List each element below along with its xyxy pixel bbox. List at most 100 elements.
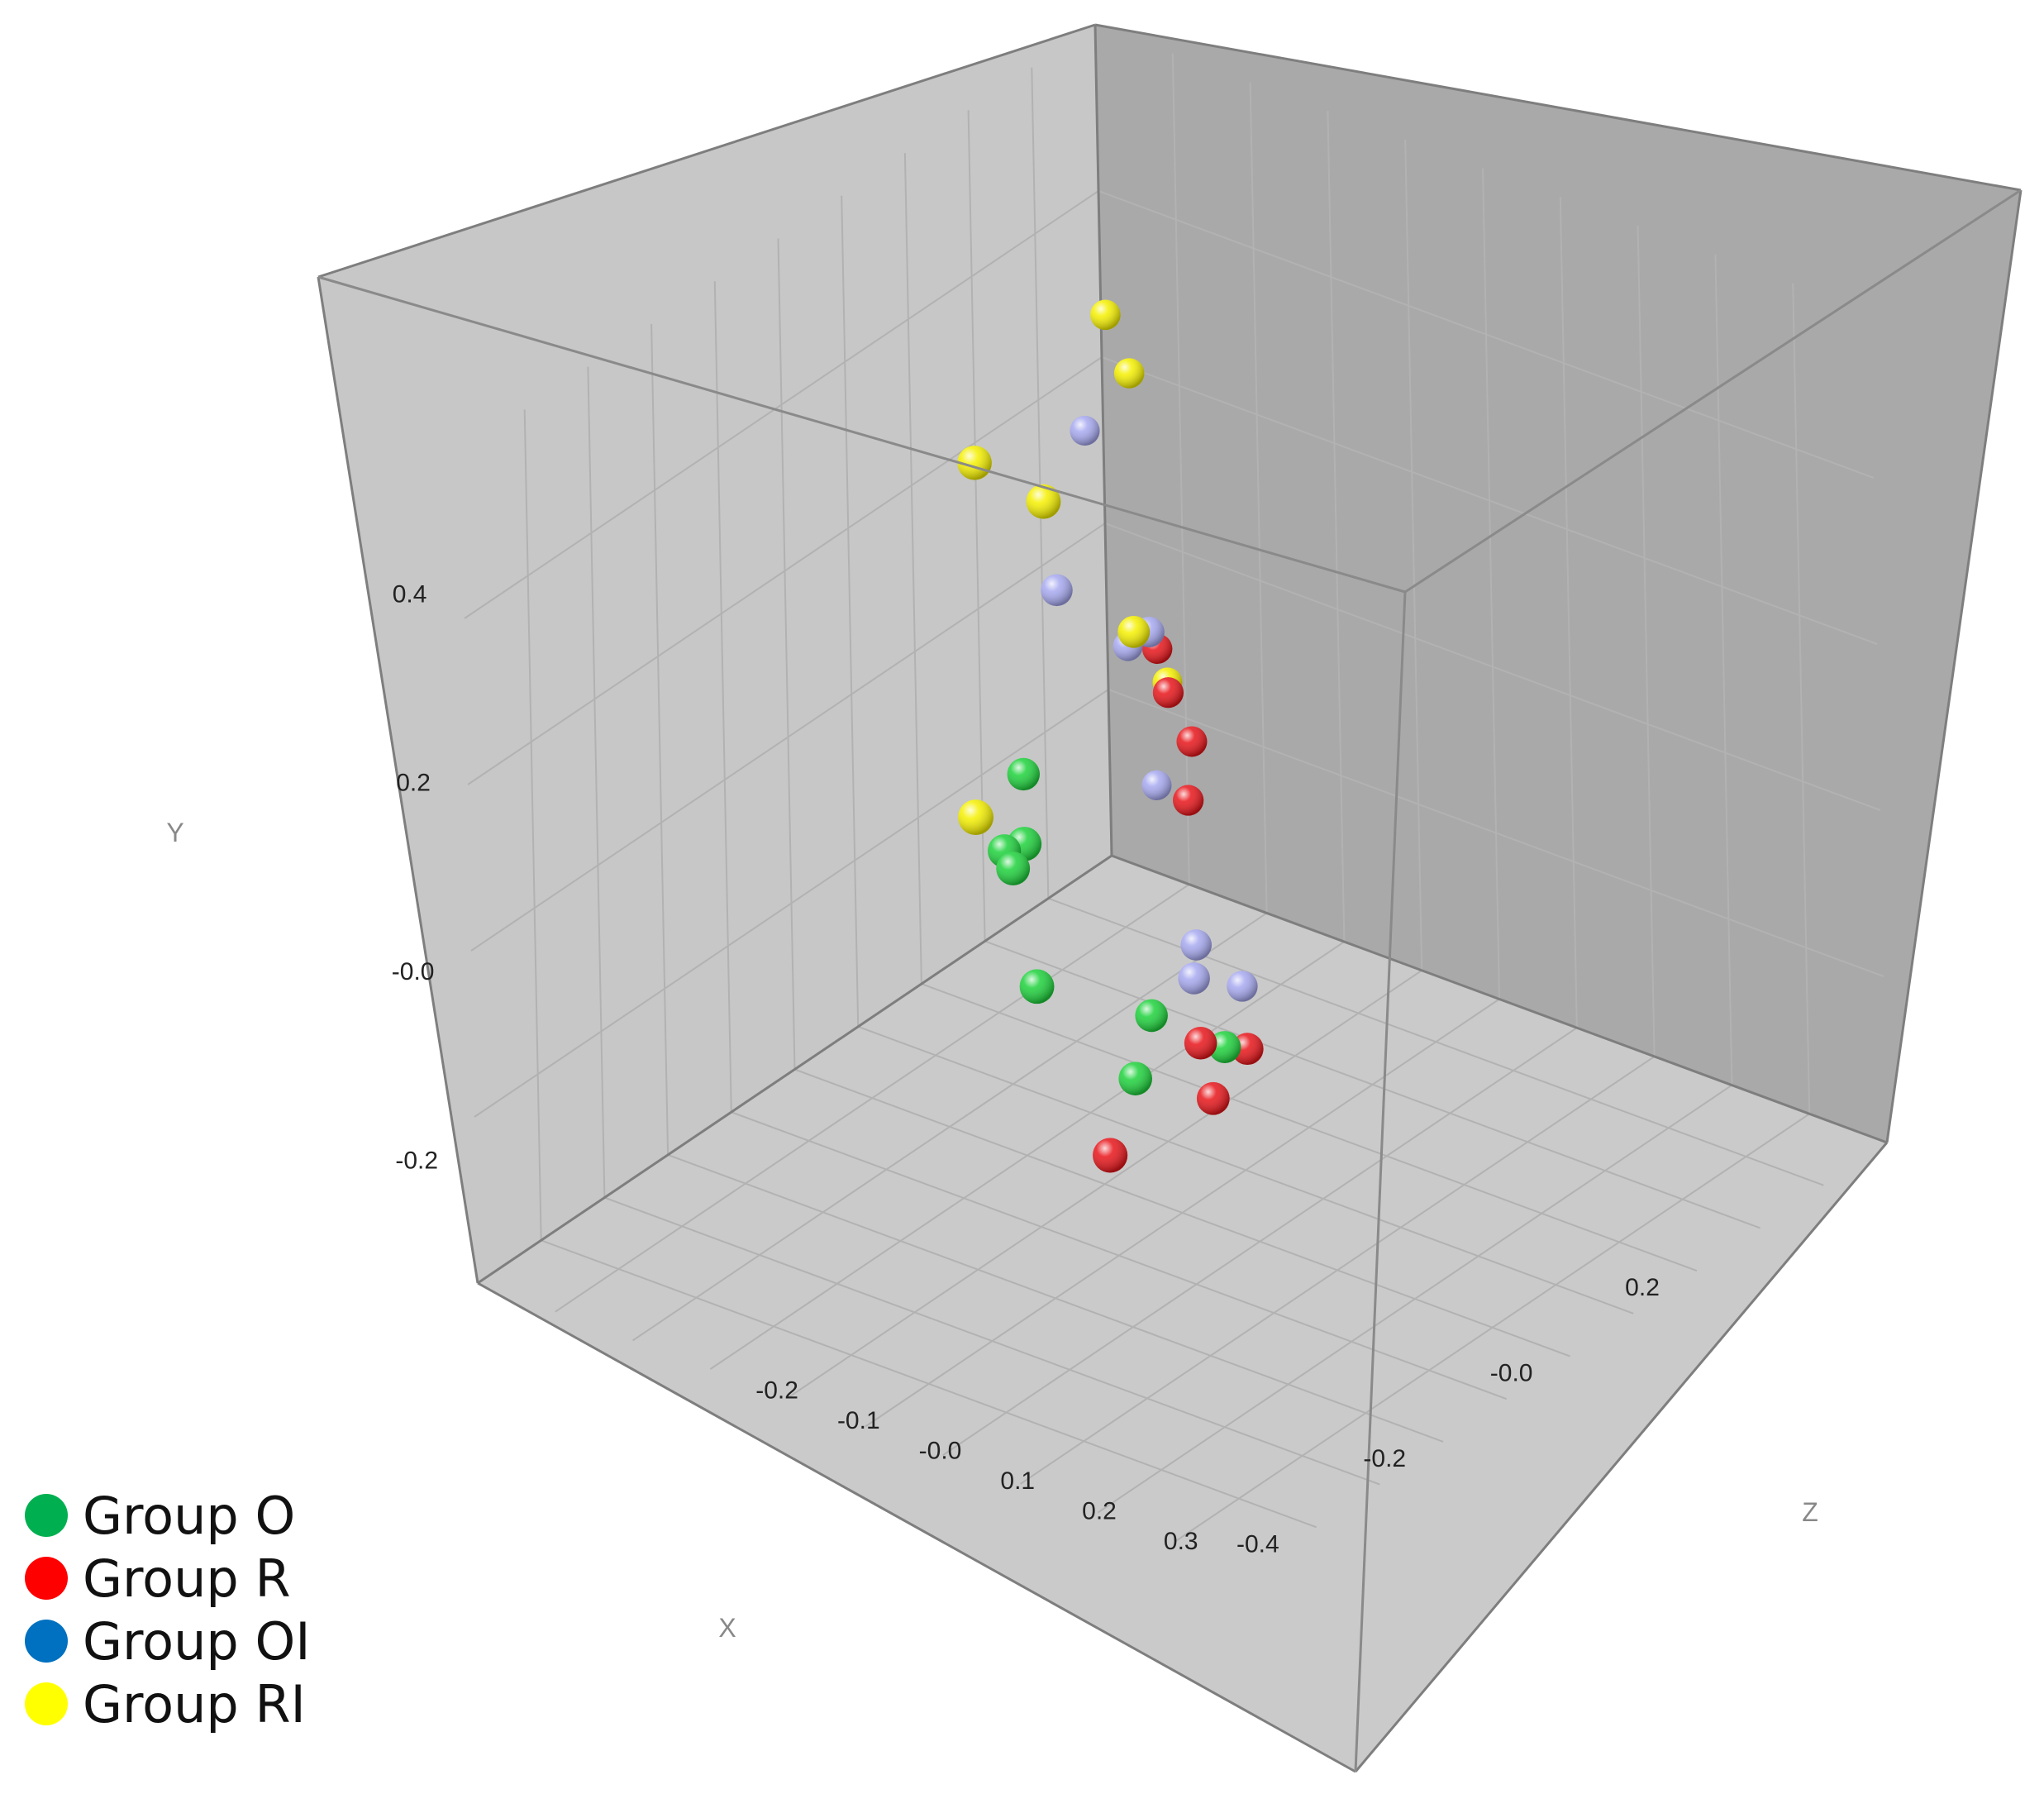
y-tick-label: 0.2 <box>396 770 431 797</box>
floor-xz <box>478 856 1887 1772</box>
z-tick-label: 0.2 <box>1082 1498 1117 1525</box>
data-point <box>958 799 993 835</box>
data-point <box>1141 770 1172 800</box>
gridline <box>1249 82 1268 914</box>
data-point <box>1176 726 1208 757</box>
data-point <box>1007 757 1040 791</box>
data-point <box>996 852 1031 885</box>
y-tick-label: -0.0 <box>392 958 435 985</box>
gridline <box>865 998 1500 1428</box>
data-point <box>1093 1138 1128 1173</box>
gridline <box>841 195 860 1027</box>
data-point <box>1090 299 1121 331</box>
gridline <box>1404 139 1423 971</box>
data-point-shading <box>1135 999 1168 1033</box>
x-tick-label: -0.2 <box>1363 1445 1406 1472</box>
legend-item-group-ri: Group RI <box>25 1672 311 1735</box>
data-point-shading <box>1093 1138 1128 1173</box>
data-points <box>957 299 1264 1173</box>
x-tick-label: 0.2 <box>1625 1274 1660 1301</box>
x-tick-label: -0.0 <box>1490 1360 1533 1387</box>
data-point <box>1180 929 1212 961</box>
data-point-shading <box>1090 299 1121 331</box>
gridline <box>1714 254 1733 1085</box>
data-point-shading <box>1118 1062 1153 1095</box>
y-axis-title: Y <box>166 818 183 847</box>
data-point <box>1117 615 1151 648</box>
gridline <box>1792 283 1811 1114</box>
tick-labels: 0.4 0.2 -0.0 -0.2 -0.4 -0.2 -0.0 0.2 -0.2 -0.1 -0.… <box>392 580 1660 1558</box>
data-point <box>1070 415 1100 446</box>
cube-edges <box>317 23 2023 1773</box>
z-tick-label: -0.0 <box>919 1438 962 1465</box>
y-tick-label: -0.2 <box>395 1147 438 1175</box>
data-point-shading <box>1173 785 1204 816</box>
z-axis-title: Z <box>1802 1497 1818 1527</box>
data-point <box>1184 1027 1217 1060</box>
data-point-shading <box>1117 615 1151 648</box>
z-tick-label: 0.1 <box>1000 1467 1035 1495</box>
gridline <box>1559 197 1578 1028</box>
gridline <box>1108 689 1884 977</box>
data-point-shading <box>1070 415 1100 446</box>
legend-item-group-oi: Group OI <box>25 1610 311 1672</box>
gridline <box>604 1196 1380 1486</box>
data-point <box>1227 971 1258 1002</box>
data-point <box>1026 484 1061 519</box>
data-point <box>1118 1062 1153 1095</box>
gridline <box>903 153 922 985</box>
data-point <box>957 446 992 480</box>
data-point <box>1196 1081 1230 1115</box>
gridline <box>1104 522 1881 811</box>
data-point-shading <box>1178 962 1210 995</box>
gridline <box>1174 1113 1810 1543</box>
gridline <box>470 522 1106 952</box>
data-point-shading <box>1208 1031 1241 1063</box>
legend-label: Group OI <box>83 1610 311 1672</box>
data-point <box>1135 999 1168 1033</box>
data-point-shading <box>996 852 1031 885</box>
gridlines <box>464 53 1884 1543</box>
data-point-shading <box>1007 757 1040 791</box>
gridline <box>1101 356 1878 645</box>
legend-label: Group R <box>83 1548 291 1609</box>
gridline <box>667 1153 1444 1443</box>
y-tick-label: 0.4 <box>393 580 427 608</box>
data-point-shading <box>1019 969 1055 1004</box>
gridline <box>467 356 1103 785</box>
data-point <box>1019 969 1055 1004</box>
gridline <box>1098 190 1875 479</box>
data-point-shading <box>1196 1081 1230 1115</box>
gridline <box>713 281 732 1113</box>
z-tick-label: -0.1 <box>837 1407 880 1434</box>
gridline <box>1097 1084 1732 1514</box>
data-point-shading <box>1141 770 1172 800</box>
gridline <box>1327 111 1346 942</box>
data-point-shading <box>1180 929 1212 961</box>
gridline <box>587 366 606 1198</box>
legend: Group O Group R Group OI Group RI <box>25 1484 311 1735</box>
legend-item-group-o: Group O <box>25 1484 311 1547</box>
z-tick-label: -0.2 <box>755 1377 798 1405</box>
gridline <box>731 1111 1508 1400</box>
data-point-shading <box>1227 971 1258 1002</box>
gridline <box>1482 168 1500 1000</box>
gridline <box>1020 1056 1656 1485</box>
data-point <box>1152 677 1184 709</box>
data-point-shading <box>1113 358 1145 389</box>
x-axis-title: X <box>718 1613 736 1643</box>
gridline <box>523 409 542 1241</box>
legend-swatch <box>25 1494 68 1537</box>
data-point-shading <box>1176 726 1208 757</box>
gridline <box>474 689 1109 1118</box>
legend-item-group-r: Group R <box>25 1547 311 1610</box>
front-edges <box>317 188 2022 1773</box>
legend-swatch <box>25 1682 68 1725</box>
gridline <box>1637 225 1656 1057</box>
data-point <box>1208 1031 1241 1063</box>
x-tick-label: -0.4 <box>1236 1530 1279 1558</box>
z-tick-label: 0.3 <box>1164 1528 1198 1555</box>
data-point-shading <box>1184 1027 1217 1060</box>
data-point <box>1178 962 1210 995</box>
